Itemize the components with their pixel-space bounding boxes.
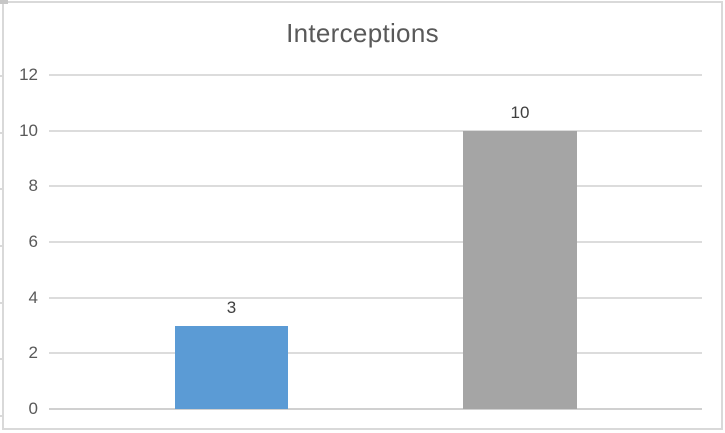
y-axis-tick-label: 8 (28, 176, 38, 196)
worksheet-gridline-stub (0, 415, 4, 417)
bar (175, 325, 288, 409)
worksheet-corner-stub (0, 0, 8, 4)
worksheet-gridline-stub (0, 245, 4, 247)
y-axis-tick-label: 10 (19, 120, 38, 140)
bar-value-label: 10 (510, 102, 530, 122)
gridline (49, 185, 702, 188)
y-axis-tick-label: 0 (28, 399, 38, 418)
worksheet-gridline-stub (0, 132, 4, 134)
worksheet-gridline-stub (0, 302, 4, 304)
y-axis-tick-label: 4 (28, 287, 38, 307)
bar (463, 130, 577, 409)
chart-title: Interceptions (286, 18, 439, 48)
gridline (49, 129, 702, 132)
worksheet-gridline-stub (0, 188, 4, 190)
y-axis-tick-label: 6 (28, 232, 38, 251)
plot-area: 3 10 (49, 74, 702, 410)
gridline (49, 352, 702, 355)
worksheet-gridline-stub (0, 75, 4, 77)
worksheet-gridline-stub (0, 358, 4, 360)
bar-value-label: 3 (226, 297, 237, 317)
y-axis-tick-label: 2 (28, 343, 38, 363)
x-axis-line (49, 408, 702, 410)
y-axis-tick-label: 12 (19, 65, 38, 84)
gridline (49, 74, 702, 76)
gridline (49, 241, 702, 243)
gridline (49, 296, 702, 299)
